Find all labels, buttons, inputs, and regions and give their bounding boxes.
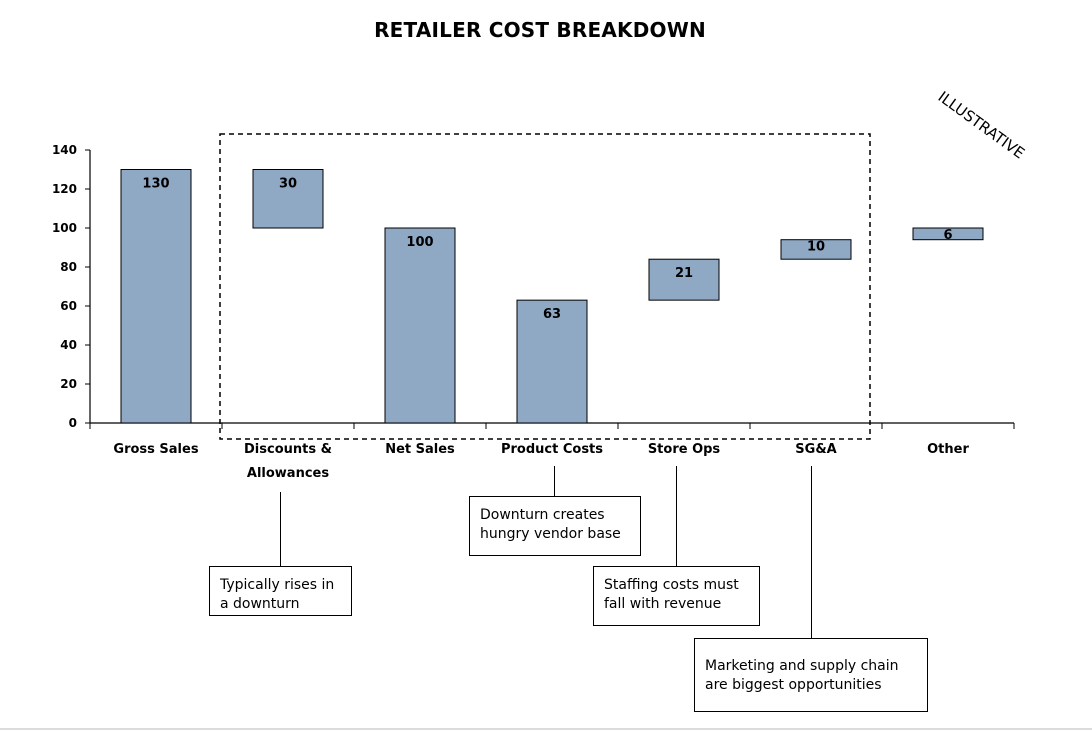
x-tick-label: Product Costs (501, 442, 603, 457)
callout-connector-storeops (676, 466, 677, 566)
x-tick-label: Discounts & (244, 442, 332, 457)
callout-text: Staffing costs must fall with revenue (604, 577, 739, 612)
callout-text: Marketing and supply chain are biggest o… (705, 658, 899, 693)
data-label: 21 (675, 266, 693, 281)
data-label: 63 (543, 307, 561, 322)
x-tick-label: Net Sales (385, 442, 455, 457)
y-tick-label: 40 (60, 338, 77, 352)
callout-product-costs: Downturn creates hungry vendor base (469, 496, 641, 556)
y-tick-label: 0 (69, 416, 77, 430)
footer-divider (0, 728, 1092, 730)
y-tick-label: 80 (60, 260, 77, 274)
callout-store-ops: Staffing costs must fall with revenue (593, 566, 760, 626)
x-tick-label: Store Ops (648, 442, 721, 457)
highlight-box (219, 133, 871, 440)
bar-product-costs (516, 299, 588, 424)
data-label: 100 (406, 235, 433, 250)
data-label: 6 (943, 228, 952, 243)
bar-other (912, 227, 984, 241)
x-tick-label: Other (927, 442, 969, 457)
bar-gross-sales (120, 169, 192, 424)
chart-title: RETAILER COST BREAKDOWN (374, 18, 706, 42)
x-tick-label: Gross Sales (113, 442, 198, 457)
callout-connector-discounts (280, 492, 281, 566)
y-tick-label: 100 (52, 221, 77, 235)
bar-sg-a (780, 239, 852, 260)
bar-net-sales (384, 227, 456, 424)
callout-text: Downturn creates hungry vendor base (480, 507, 621, 542)
data-label: 10 (807, 240, 825, 255)
callout-text: Typically rises in a downturn (220, 577, 335, 612)
y-tick-label: 60 (60, 299, 77, 313)
y-tick-label: 120 (52, 182, 77, 196)
data-label: 30 (279, 177, 297, 192)
callout-connector-sga (811, 466, 812, 638)
x-tick-label: SG&A (795, 442, 836, 457)
x-tick-label: Allowances (247, 466, 329, 481)
callout-connector-product (554, 466, 555, 496)
y-tick-label: 140 (52, 143, 77, 157)
bar-store-ops (648, 258, 720, 301)
callout-sga: Marketing and supply chain are biggest o… (694, 638, 928, 712)
bar-discounts-allowances (252, 169, 324, 229)
data-label: 130 (142, 177, 169, 192)
callout-discounts: Typically rises in a downturn (209, 566, 352, 616)
y-tick-label: 20 (60, 377, 77, 391)
